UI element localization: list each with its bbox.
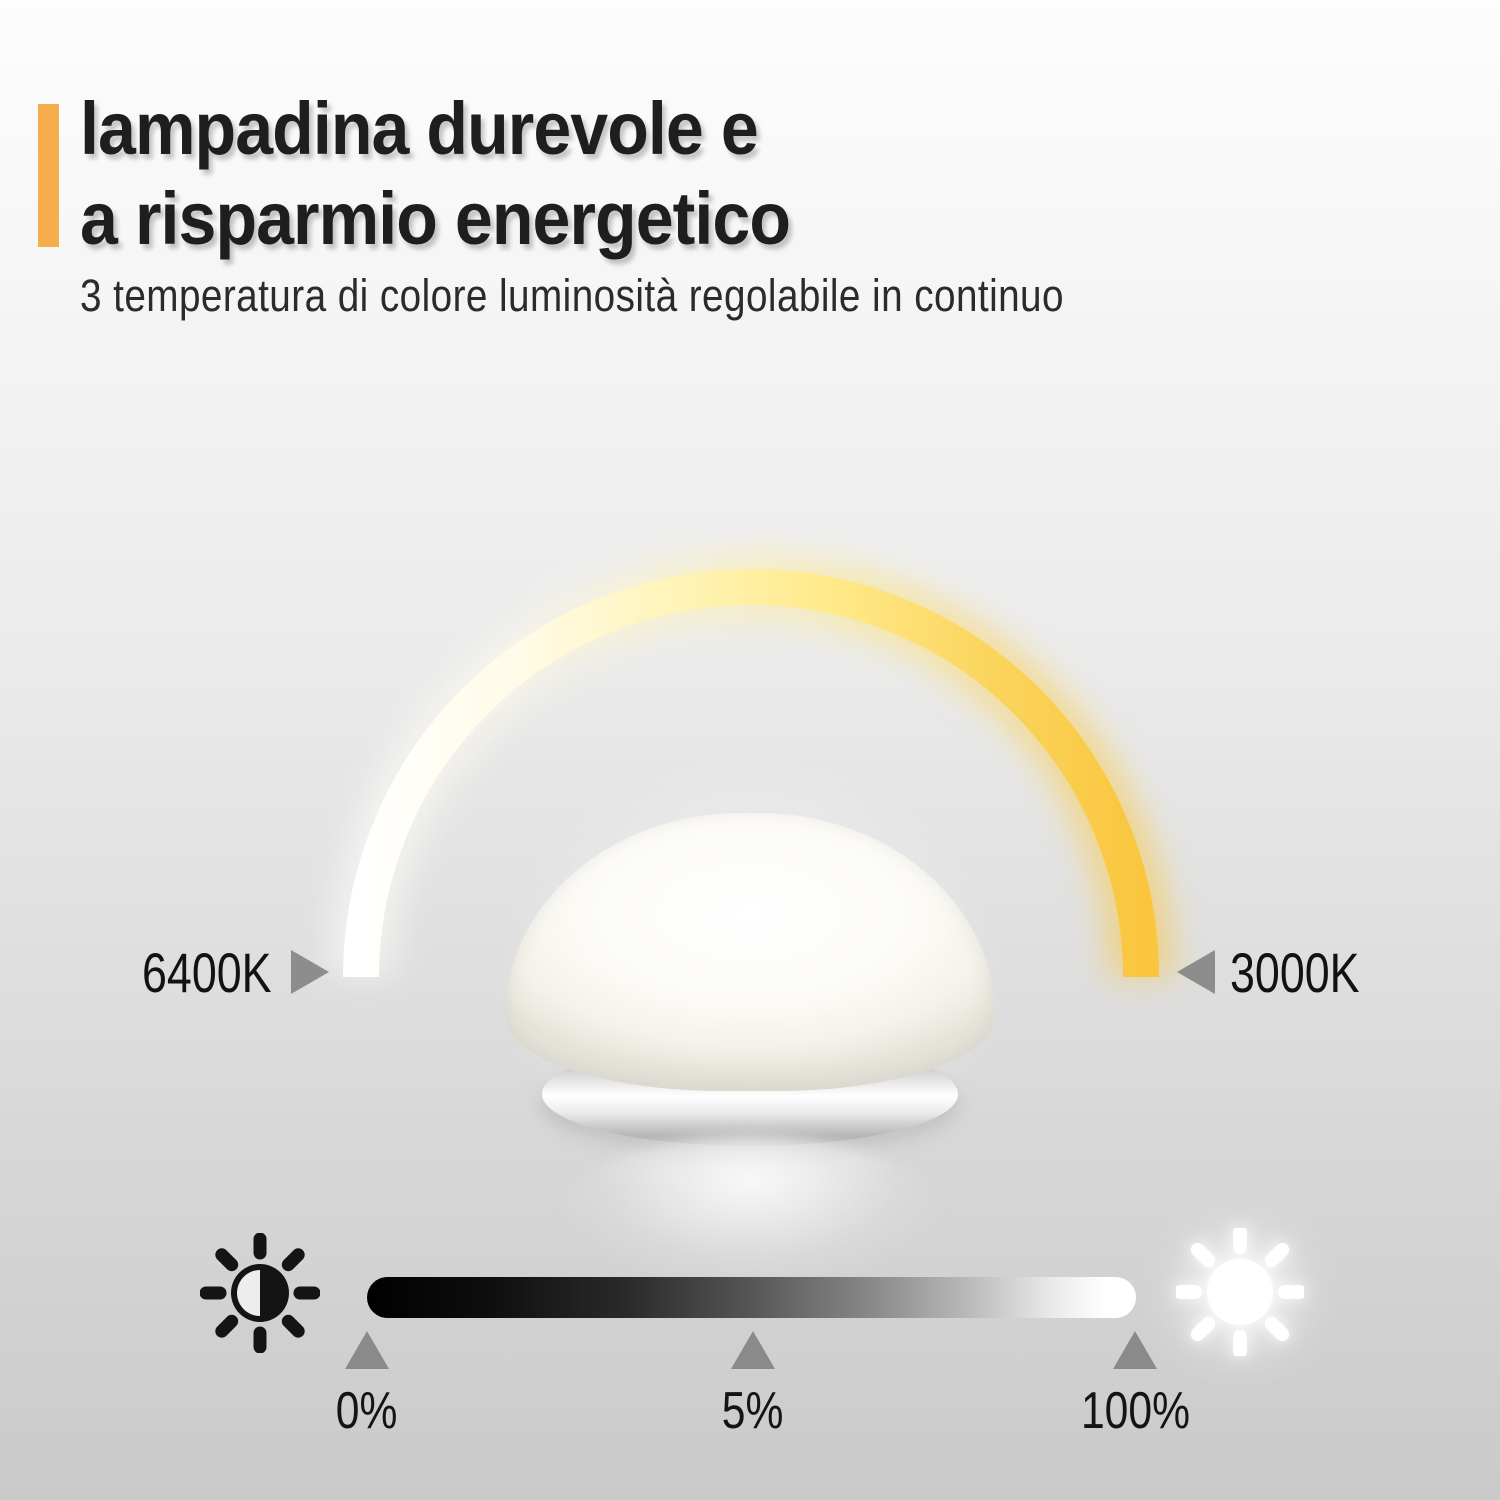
- arc-band: [343, 569, 1159, 978]
- brightness-gradient-bar: [367, 1277, 1136, 1318]
- marker-triangle-0: [345, 1331, 389, 1369]
- right-pointer-icon: [291, 950, 329, 994]
- cool-temperature-label: 6400K: [142, 941, 272, 1004]
- marker-label-100: 100%: [1080, 1382, 1190, 1440]
- accent-bar: [38, 104, 59, 247]
- brightness-full-icon: [1176, 1228, 1304, 1356]
- lamp-reflection: [560, 1135, 940, 1285]
- marker-label-5: 5%: [722, 1382, 784, 1440]
- left-pointer-icon: [1177, 950, 1215, 994]
- brightness-dim-icon: [200, 1233, 320, 1353]
- marker-triangle-5: [731, 1331, 775, 1369]
- page-title: lampadina durevole e a risparmio energet…: [80, 84, 791, 264]
- marker-label-0: 0%: [336, 1382, 398, 1440]
- warm-temperature-label: 3000K: [1230, 941, 1360, 1004]
- page-subtitle: 3 temperatura di colore luminosità regol…: [80, 270, 1064, 321]
- marker-triangle-100: [1113, 1331, 1157, 1369]
- page-title-line2: a risparmio energetico: [80, 177, 791, 260]
- page-title-line1: lampadina durevole e: [80, 87, 759, 170]
